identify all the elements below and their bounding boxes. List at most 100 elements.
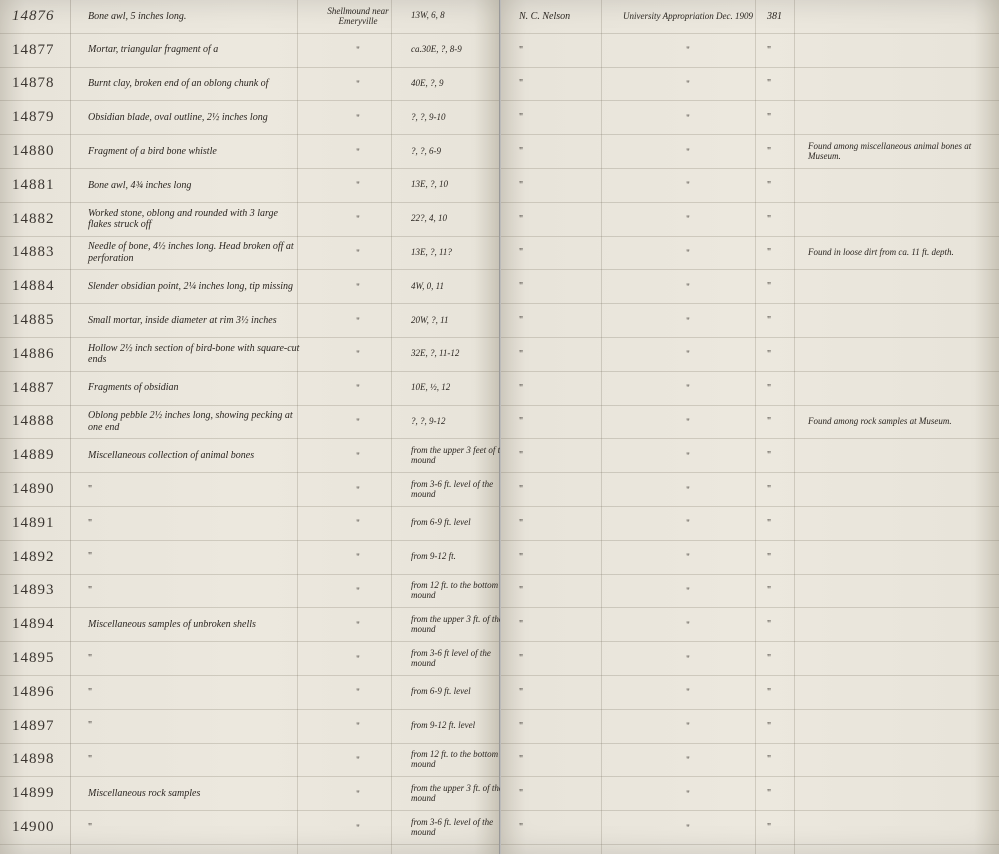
catalog-number: 14876: [0, 8, 82, 25]
detail-column: from 6-9 ft. level: [407, 518, 515, 528]
ledger-row: """Found among rock samples at Museum.: [501, 406, 999, 440]
detail-column: from 12 ft. to the bottom of mound: [407, 581, 515, 601]
fund-column: ": [609, 485, 767, 495]
fund-column: ": [609, 789, 767, 799]
detail-column: ?, ?, 6-9: [407, 147, 515, 157]
fund-column: ": [609, 79, 767, 89]
page-ref-column: ": [767, 450, 802, 461]
collector-column: ": [501, 585, 609, 596]
ledger-row: """: [501, 676, 999, 710]
collector-column: ": [501, 349, 609, 360]
ledger-row: 14900""from 3-6 ft. level of the mound: [0, 811, 499, 845]
collector-column: ": [501, 45, 609, 56]
item-description: ": [82, 583, 309, 599]
location-column: ": [309, 383, 407, 393]
location-column: ": [309, 214, 407, 224]
fund-column: ": [609, 214, 767, 224]
detail-column: 13E, ?, 10: [407, 180, 515, 190]
collector-column: ": [501, 180, 609, 191]
location-column: ": [309, 586, 407, 596]
fund-column: ": [609, 721, 767, 731]
page-ref-column: ": [767, 653, 802, 664]
ledger-row: """: [501, 101, 999, 135]
collector-column: ": [501, 687, 609, 698]
detail-column: 32E, ?, 11-12: [407, 349, 515, 359]
page-ref-column: ": [767, 45, 802, 56]
ledger-row: 14882Worked stone, oblong and rounded wi…: [0, 203, 499, 237]
fund-column: University Appropriation Dec. 1909: [609, 11, 767, 21]
ledger-row: 14897""from 9-12 ft. level: [0, 710, 499, 744]
ledger-row: """: [501, 608, 999, 642]
location-column: ": [309, 518, 407, 528]
detail-column: ca.30E, ?, 8-9: [407, 45, 515, 55]
page-ref-column: ": [767, 687, 802, 698]
catalog-number: 14883: [0, 244, 82, 261]
fund-column: ": [609, 316, 767, 326]
page-ref-column: ": [767, 552, 802, 563]
left-page: 14876Bone awl, 5 inches long.Shellmound …: [0, 0, 500, 854]
page-ref-column: ": [767, 518, 802, 529]
item-description: Miscellaneous collection of animal bones: [82, 448, 309, 464]
item-description: Fragments of obsidian: [82, 380, 309, 396]
item-description: ": [82, 718, 309, 734]
ledger-row: 14894Miscellaneous samples of unbroken s…: [0, 608, 499, 642]
location-column: ": [309, 620, 407, 630]
detail-column: from 6-9 ft. level: [407, 687, 515, 697]
right-page: N. C. NelsonUniversity Appropriation Dec…: [500, 0, 999, 854]
catalog-number: 14886: [0, 346, 82, 363]
page-ref-column: ": [767, 585, 802, 596]
collector-column: ": [501, 484, 609, 495]
fund-column: ": [609, 45, 767, 55]
location-column: ": [309, 552, 407, 562]
ledger-row: 14886Hollow 2½ inch section of bird-bone…: [0, 338, 499, 372]
page-ref-column: ": [767, 247, 802, 258]
ledger-row: 14877Mortar, triangular fragment of a"ca…: [0, 34, 499, 68]
item-description: Obsidian blade, oval outline, 2½ inches …: [82, 110, 309, 126]
item-description: Small mortar, inside diameter at rim 3½ …: [82, 313, 309, 329]
ledger-row: 14891""from 6-9 ft. level: [0, 507, 499, 541]
ledger-row: 14895""from 3-6 ft level of the mound: [0, 642, 499, 676]
fund-column: ": [609, 248, 767, 258]
catalog-number: 14891: [0, 515, 82, 532]
detail-column: 20W, ?, 11: [407, 316, 515, 326]
item-description: Mortar, triangular fragment of a: [82, 42, 309, 58]
ledger-row: 14899Miscellaneous rock samples"from the…: [0, 777, 499, 811]
detail-column: 13W, 6, 8: [407, 11, 515, 21]
catalog-number: 14892: [0, 549, 82, 566]
fund-column: ": [609, 383, 767, 393]
detail-column: from the upper 3 ft. of the mound: [407, 615, 515, 635]
page-ref-column: ": [767, 146, 802, 157]
ledger-row: """: [501, 473, 999, 507]
ledger-row: """: [501, 68, 999, 102]
page-ref-column: ": [767, 416, 802, 427]
catalog-number: 14884: [0, 278, 82, 295]
ledger-row: 14884Slender obsidian point, 2¼ inches l…: [0, 270, 499, 304]
detail-column: ?, ?, 9-12: [407, 417, 515, 427]
catalog-number: 14897: [0, 718, 82, 735]
fund-column: ": [609, 687, 767, 697]
page-ref-column: ": [767, 822, 802, 833]
location-column: ": [309, 248, 407, 258]
location-column: ": [309, 282, 407, 292]
catalog-number: 14887: [0, 380, 82, 397]
item-description: Hollow 2½ inch section of bird-bone with…: [82, 341, 309, 368]
catalog-number: 14882: [0, 211, 82, 228]
ledger-row: 14883Needle of bone, 4½ inches long. Hea…: [0, 237, 499, 271]
item-description: Oblong pebble 2½ inches long, showing pe…: [82, 408, 309, 435]
detail-column: 22?, 4, 10: [407, 214, 515, 224]
page-ref-column: ": [767, 619, 802, 630]
ledger-row: """: [501, 811, 999, 845]
location-column: ": [309, 113, 407, 123]
notes-column: Found among miscellaneous animal bones a…: [802, 142, 999, 162]
fund-column: ": [609, 180, 767, 190]
ledger-row: 14879Obsidian blade, oval outline, 2½ in…: [0, 101, 499, 135]
detail-column: from 3-6 ft. level of the mound: [407, 480, 515, 500]
collector-column: ": [501, 78, 609, 89]
item-description: Fragment of a bird bone whistle: [82, 144, 309, 160]
catalog-number: 14899: [0, 785, 82, 802]
collector-column: ": [501, 450, 609, 461]
ledger-row: 14898""from 12 ft. to the bottom of moun…: [0, 744, 499, 778]
item-description: ": [82, 685, 309, 701]
page-ref-column: ": [767, 349, 802, 360]
page-ref-column: ": [767, 281, 802, 292]
